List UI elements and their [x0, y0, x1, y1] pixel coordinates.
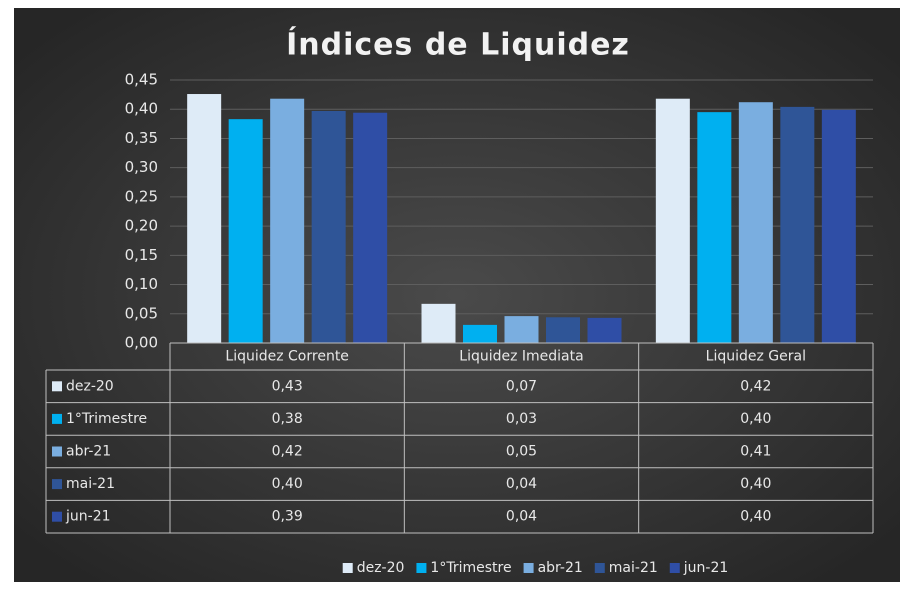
legend-key: [416, 563, 427, 573]
table-value: 0,04: [506, 476, 537, 492]
table-series-label: abr-21: [66, 444, 111, 460]
table-series-label: dez-20: [66, 378, 114, 394]
bar: [821, 109, 856, 343]
bar: [187, 94, 222, 343]
category-label: Liquidez Imediata: [459, 349, 583, 365]
y-tick-label: 0,10: [125, 275, 158, 293]
table-value: 0,40: [272, 476, 303, 492]
table-series-label: mai-21: [66, 476, 115, 492]
table-legend-key: [52, 511, 62, 522]
table-value: 0,42: [272, 444, 303, 460]
table-value: 0,04: [506, 509, 537, 525]
legend-label: dez-20: [357, 560, 405, 576]
bar: [463, 324, 497, 343]
y-tick-label: 0,00: [125, 334, 158, 352]
category-label: Liquidez Geral: [706, 349, 806, 365]
y-tick-label: 0,05: [125, 304, 158, 322]
legend-key: [342, 563, 353, 573]
legend-label: mai-21: [609, 560, 658, 576]
bar: [655, 98, 690, 343]
legend-label: abr-21: [538, 560, 583, 576]
bar: [311, 110, 346, 343]
legend-label: jun-21: [683, 560, 729, 576]
y-tick-label: 0,20: [125, 217, 158, 235]
table-value: 0,40: [740, 411, 771, 427]
table-series-label: jun-21: [65, 509, 111, 525]
bar: [504, 316, 539, 343]
chart-title: Índices de Liquidez: [286, 27, 630, 63]
bar: [270, 98, 305, 343]
y-tick-label: 0,15: [125, 246, 158, 264]
bar: [780, 106, 815, 343]
bar: [353, 112, 388, 344]
table-legend-key: [52, 381, 62, 392]
bar: [228, 119, 263, 343]
legend-key: [523, 563, 534, 573]
table-value: 0,42: [740, 378, 771, 394]
table-value: 0,41: [740, 444, 771, 460]
category-label: Liquidez Corrente: [225, 349, 349, 365]
table-value: 0,07: [506, 378, 537, 394]
table-value: 0,40: [740, 476, 771, 492]
table-value: 0,05: [506, 444, 537, 460]
table-series-label: 1°Trimestre: [66, 411, 147, 427]
table-value: 0,39: [272, 509, 303, 525]
y-tick-label: 0,35: [125, 129, 158, 147]
table-legend-key: [52, 446, 62, 457]
table-value: 0,43: [272, 378, 303, 394]
table-legend-key: [52, 413, 62, 424]
bar: [546, 317, 580, 343]
table-value: 0,40: [740, 509, 771, 525]
table-value: 0,03: [506, 411, 537, 427]
table-legend-key: [52, 479, 62, 490]
legend-label: 1°Trimestre: [430, 560, 511, 576]
bar: [587, 317, 622, 343]
y-tick-label: 0,25: [125, 187, 158, 205]
y-tick-label: 0,40: [125, 100, 158, 118]
bar: [738, 102, 773, 343]
legend-key: [594, 563, 605, 573]
table-value: 0,38: [272, 411, 303, 427]
bar: [697, 112, 732, 344]
y-tick-label: 0,45: [125, 71, 158, 89]
bar: [421, 303, 456, 343]
y-tick-label: 0,30: [125, 158, 158, 176]
legend-key: [669, 563, 680, 573]
